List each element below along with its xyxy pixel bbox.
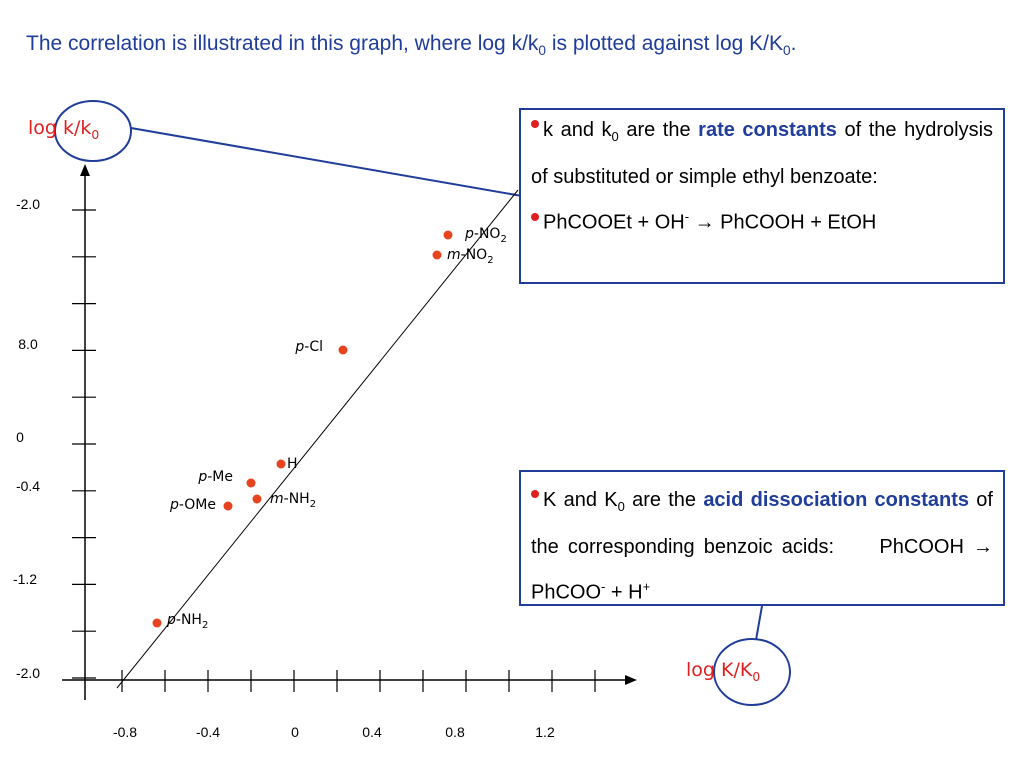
text: of the hydrolysis of substituted or simp… (531, 119, 994, 188)
name: -NH (284, 491, 310, 507)
prefix: p (294, 339, 304, 355)
arrow (80, 164, 90, 176)
trend-line (116, 189, 519, 689)
prefix: p (166, 612, 176, 628)
point-label: p-Me (197, 469, 233, 485)
title-text: is plotted against log K/K (546, 32, 783, 55)
subscript: 0 (538, 43, 547, 59)
name: -Me (207, 469, 233, 485)
point-label: p-NH2 (166, 612, 208, 631)
prefix: p (197, 469, 207, 485)
text: + H (605, 581, 643, 604)
highlight-circle (713, 638, 791, 706)
y-tick-label: -0.4 (16, 478, 40, 494)
y-tick-label: -2.0 (16, 665, 40, 681)
data-point (338, 345, 348, 355)
subscript: 0 (752, 669, 761, 684)
bullet: k and k0 are the rate constants of the h… (531, 110, 993, 197)
x-tick-label: 1.2 (535, 724, 555, 740)
prefix: p (169, 497, 179, 513)
prefix: p (464, 226, 474, 242)
bullet: PhCOOEt + OH- → PhCOOH + EtOH (531, 197, 993, 243)
connector (130, 127, 523, 197)
prefix: m (270, 491, 284, 507)
subscript: 2 (487, 255, 493, 266)
text: K and K (543, 489, 618, 511)
subscript: 0 (783, 43, 791, 59)
point-label: p-OMe (169, 497, 216, 513)
text: are the (618, 119, 699, 141)
arrow (625, 675, 637, 685)
data-point (246, 478, 256, 488)
text: k and k (543, 119, 612, 141)
info-box: k and k0 are the rate constants of the h… (519, 108, 1005, 284)
bold-text: acid dissociation constants (703, 489, 970, 511)
bullet-dot (531, 490, 539, 498)
connector (755, 605, 763, 641)
text: are the (624, 489, 704, 511)
point-label: H (287, 456, 298, 472)
subscript: 0 (617, 499, 625, 514)
text: PhCOOEt + OH (543, 211, 685, 234)
point-label: m-NH2 (270, 491, 316, 510)
text: → PhCOOH + EtOH (689, 211, 877, 234)
bullet-dot (531, 212, 539, 221)
highlight-circle (54, 100, 132, 162)
data-point (252, 494, 262, 504)
subscript: 0 (91, 127, 100, 142)
name: -OMe (179, 497, 216, 513)
y-tick-label: -2.0 (16, 196, 40, 212)
bullet-dot (531, 120, 539, 128)
data-point (443, 230, 453, 240)
x-tick-label: 0 (291, 724, 299, 740)
prefix: m (447, 247, 461, 263)
data-point (223, 501, 233, 511)
name: -Cl (304, 339, 323, 355)
subscript: 2 (310, 499, 316, 510)
title-text: The correlation is illustrated in this g… (26, 32, 539, 55)
title: The correlation is illustrated in this g… (26, 32, 796, 58)
superscript: + (642, 579, 651, 594)
data-point (276, 459, 286, 469)
bullet: K and K0 are the acid dissociation const… (531, 480, 993, 613)
name: -NO (461, 247, 488, 263)
data-point (432, 250, 442, 260)
subscript: 2 (202, 620, 208, 631)
x-tick-label: 0.8 (445, 724, 465, 740)
data-point (152, 618, 162, 628)
info-box: K and K0 are the acid dissociation const… (519, 470, 1005, 606)
bold-text: rate constants (698, 119, 837, 141)
superscript: - (601, 579, 606, 594)
x-tick-label: -0.8 (113, 724, 137, 740)
y-tick-label: -1.2 (13, 571, 37, 587)
y-tick-label: 0 (16, 429, 24, 445)
point-label: m-NO2 (447, 247, 494, 266)
name: -NH (176, 612, 202, 628)
name: H (287, 456, 298, 472)
y-axis-label: log k/k0 (28, 117, 99, 142)
superscript: - (684, 209, 690, 224)
point-label: p-NO2 (464, 226, 507, 245)
x-tick-label: 0.4 (362, 724, 382, 740)
label-text: log K/K (686, 659, 753, 681)
subscript: 2 (500, 234, 506, 245)
title-text: . (790, 32, 797, 55)
x-tick-label: -0.4 (196, 724, 220, 740)
text: of the corresponding benzoic acids: PhCO… (531, 489, 993, 604)
subscript: 0 (611, 129, 619, 144)
name: -NO (474, 226, 501, 242)
x-axis-label: log K/K0 (686, 659, 760, 684)
y-tick-label: 8.0 (18, 336, 38, 352)
point-label: p-Cl (294, 339, 323, 355)
label-text: log k/k (28, 117, 92, 139)
